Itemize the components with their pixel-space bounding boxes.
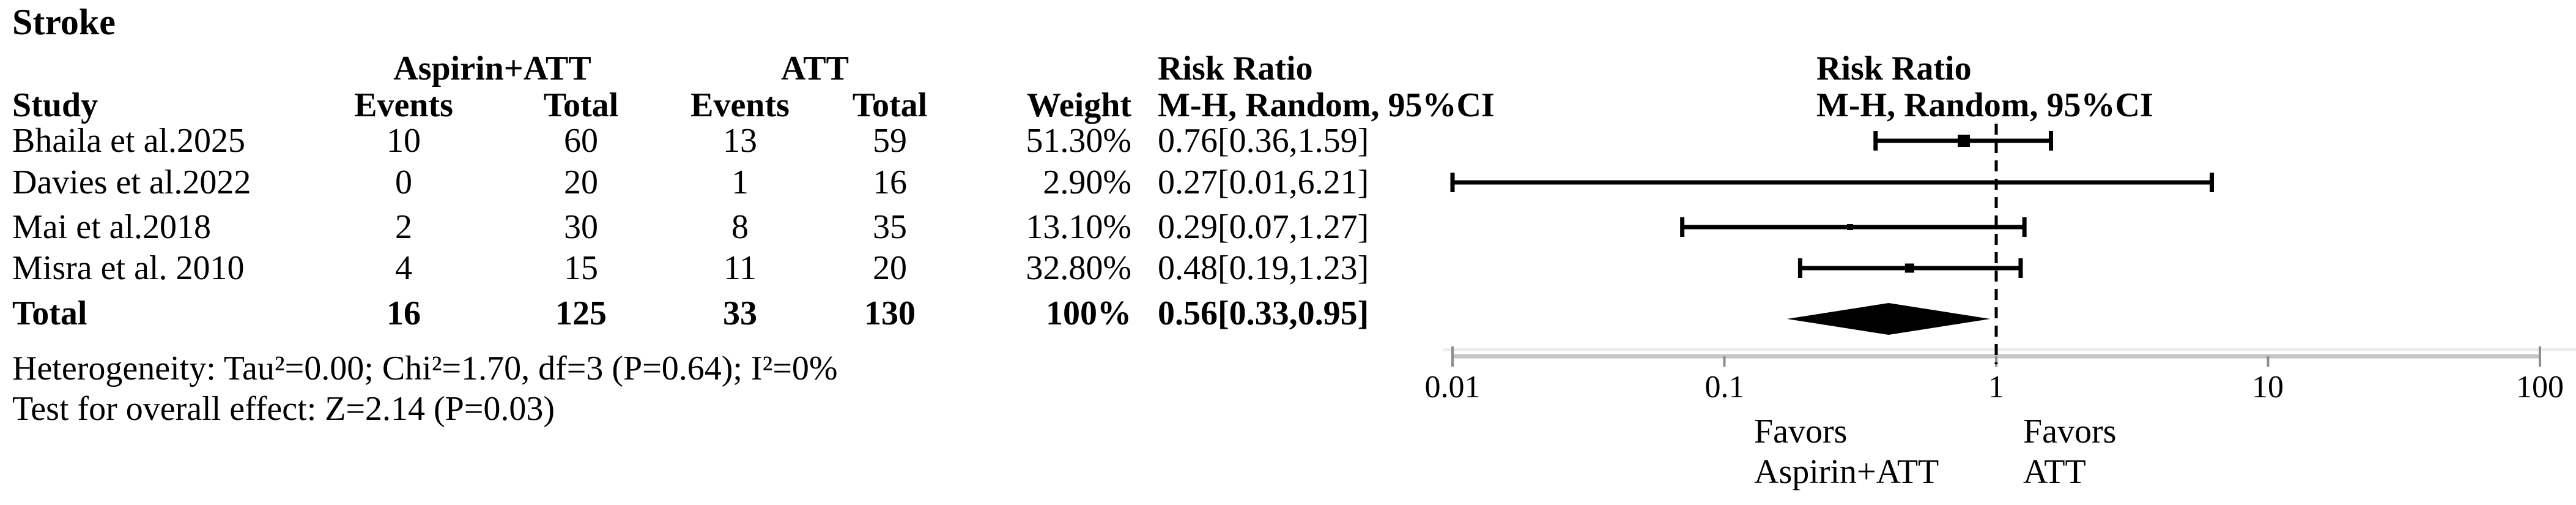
- total1-value: 15: [564, 249, 598, 287]
- effect-header-line1: Risk Ratio: [1158, 50, 1313, 88]
- heterogeneity-row: Heterogeneity: Tau²=0.00; Chi²=1.70, df=…: [0, 346, 2576, 391]
- weight-value: 51.30%: [1026, 122, 1131, 160]
- study-label: Misra et al. 2010: [12, 249, 245, 287]
- total2-value: 35: [873, 208, 907, 246]
- column-header-row: Study Events Total Events Total Weight M…: [0, 83, 2576, 127]
- total-events2: 33: [723, 294, 757, 332]
- rr-ci-value: 0.27[0.01,6.21]: [1158, 163, 1369, 201]
- total-total2: 130: [864, 294, 916, 332]
- weight-value: 2.90%: [1043, 163, 1131, 201]
- study-label: Mai et al.2018: [12, 208, 212, 246]
- plot-header-line1: Risk Ratio: [1816, 50, 1972, 88]
- total1-value: 60: [564, 122, 598, 160]
- events2-value: 1: [731, 163, 749, 201]
- total2-value: 59: [873, 122, 907, 160]
- total-events1: 16: [387, 294, 421, 332]
- rr-ci-value: 0.48[0.19,1.23]: [1158, 249, 1369, 287]
- events1-value: 10: [387, 122, 421, 160]
- total-weight: 100%: [1046, 294, 1131, 332]
- total1-value: 30: [564, 208, 598, 246]
- point-estimate-marker: [1847, 224, 1854, 230]
- group-header-row: Aspirin+ATT ATT Risk Ratio Risk Ratio: [0, 47, 2576, 91]
- page-title: Stroke: [12, 2, 116, 42]
- study-label: Davies et al.2022: [12, 163, 251, 201]
- point-estimate-marker: [1904, 263, 1914, 273]
- overall-effect-text: Test for overall effect: Z=2.14 (P=0.03): [12, 390, 555, 428]
- table-row: Misra et al. 2010 4 15 11 20 32.80% 0.48…: [0, 246, 2576, 290]
- total1-value: 20: [564, 163, 598, 201]
- total-total1: 125: [555, 294, 607, 332]
- effect-header-line2: M-H, Random, 95%CI: [1158, 86, 1495, 124]
- favors-left-line2: Aspirin+ATT: [1754, 453, 1939, 491]
- events1-value: 2: [395, 208, 412, 246]
- overall-effect-row: Test for overall effect: Z=2.14 (P=0.03): [0, 387, 2576, 431]
- title-row: Stroke: [0, 0, 2576, 44]
- rr-ci-value: 0.76[0.36,1.59]: [1158, 122, 1369, 160]
- summary-diamond: [1786, 303, 1991, 335]
- rr-ci-value: 0.29[0.07,1.27]: [1158, 208, 1369, 246]
- total-row: Total 16 125 33 130 100% 0.56[0.33,0.95]: [0, 291, 2576, 335]
- total2-value: 20: [873, 249, 907, 287]
- table-row: Bhaila et al.2025 10 60 13 59 51.30% 0.7…: [0, 119, 2576, 163]
- total-label: Total: [12, 294, 87, 332]
- favors-right-label: Favors ATT: [2023, 411, 2116, 492]
- column-header-events1: Events: [354, 86, 453, 124]
- weight-value: 32.80%: [1026, 249, 1131, 287]
- favors-right-line2: ATT: [2023, 453, 2086, 491]
- events2-value: 13: [723, 122, 757, 160]
- events2-value: 8: [731, 208, 749, 246]
- table-row: Davies et al.2022 0 20 1 16 2.90% 0.27[0…: [0, 160, 2576, 204]
- total2-value: 16: [873, 163, 907, 201]
- plot-header-line2: M-H, Random, 95%CI: [1816, 86, 2153, 124]
- events1-value: 0: [395, 163, 412, 201]
- total-rr-ci: 0.56[0.33,0.95]: [1158, 294, 1369, 332]
- x-tick-label: 10: [2252, 370, 2284, 405]
- x-tick-label: 100: [2516, 370, 2564, 405]
- table-row: Mai et al.2018 2 30 8 35 13.10% 0.29[0.0…: [0, 205, 2576, 249]
- favors-left-label: Favors Aspirin+ATT: [1754, 411, 1939, 492]
- x-tick-label: 0.1: [1704, 370, 1745, 405]
- favors-left-line1: Favors: [1754, 413, 1848, 451]
- column-header-weight: Weight: [1026, 86, 1131, 124]
- group2-header: ATT: [781, 50, 849, 88]
- x-tick-label: 0.01: [1424, 370, 1481, 405]
- column-header-study: Study: [12, 86, 98, 124]
- events2-value: 11: [724, 249, 757, 287]
- point-estimate-marker: [1958, 135, 1971, 147]
- column-header-total2: Total: [852, 86, 928, 124]
- weight-value: 13.10%: [1026, 208, 1131, 246]
- heterogeneity-text: Heterogeneity: Tau²=0.00; Chi²=1.70, df=…: [12, 350, 838, 387]
- group1-header: Aspirin+ATT: [393, 50, 591, 88]
- column-header-events2: Events: [690, 86, 790, 124]
- favors-right-line1: Favors: [2023, 413, 2117, 451]
- events1-value: 4: [395, 249, 412, 287]
- study-label: Bhaila et al.2025: [12, 122, 246, 160]
- column-header-total1: Total: [543, 86, 619, 124]
- point-estimate-marker: [1839, 180, 1844, 185]
- x-tick-label: 1: [1988, 370, 2004, 405]
